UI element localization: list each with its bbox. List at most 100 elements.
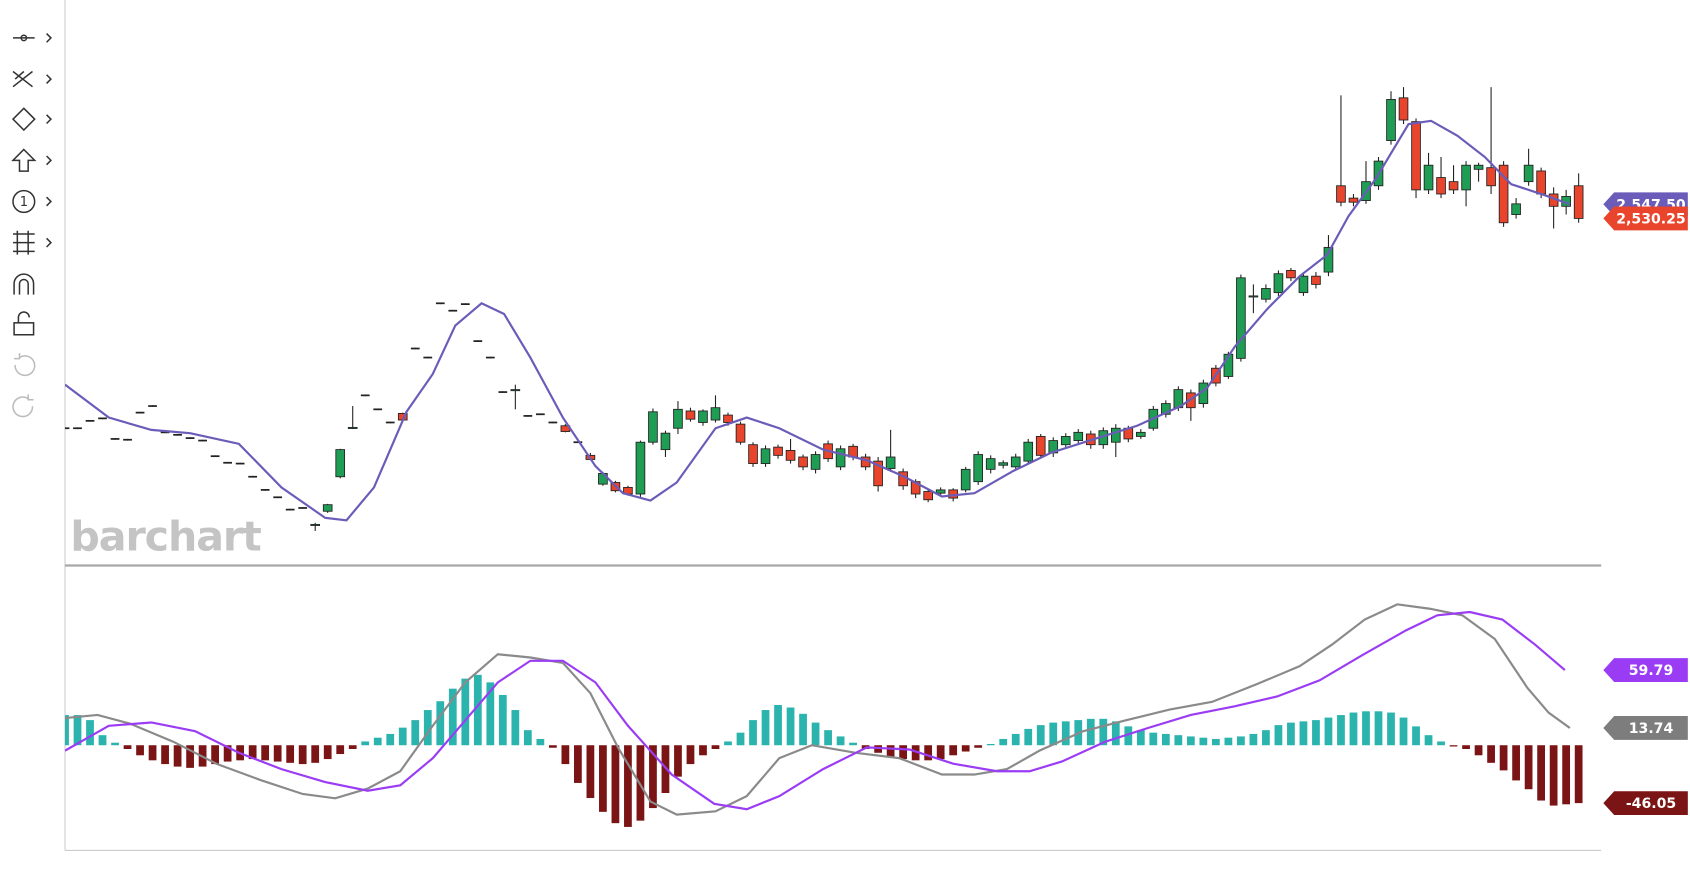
histogram-bar <box>1049 722 1058 746</box>
histogram-bar <box>173 745 182 767</box>
candle-body <box>1236 277 1246 359</box>
histogram-bar <box>1374 711 1383 746</box>
histogram-bar <box>98 735 107 746</box>
candle-body <box>960 468 971 491</box>
histogram-bar <box>411 720 420 746</box>
histogram-bar <box>824 730 832 746</box>
histogram-bar <box>1337 715 1345 746</box>
candle-body <box>735 423 746 443</box>
histogram-bar <box>1199 737 1208 746</box>
undo-button[interactable] <box>14 353 36 377</box>
candle-body <box>723 414 733 423</box>
histogram-bar <box>999 738 1008 746</box>
candle-body <box>1311 275 1321 285</box>
histogram-bar <box>1324 717 1333 746</box>
histogram-bar <box>548 745 557 748</box>
candle-body <box>998 462 1009 466</box>
candle-body <box>1536 170 1546 195</box>
histogram-bar <box>473 674 482 746</box>
histogram-bar <box>1086 718 1095 746</box>
histogram-bar <box>248 745 257 760</box>
candle-body <box>1298 275 1309 294</box>
histogram-bar <box>1499 745 1508 771</box>
histogram-bar <box>511 710 520 746</box>
candle-body <box>310 523 321 526</box>
value-badge-label: 2,530.25 <box>1616 212 1685 228</box>
histogram-bar <box>686 745 695 765</box>
candle-body <box>1323 246 1334 273</box>
arrow-tool[interactable] <box>11 148 52 172</box>
histogram-bar <box>486 682 495 746</box>
histogram-bar <box>186 745 194 768</box>
candle-body <box>635 441 646 495</box>
marks <box>65 87 1584 827</box>
histogram-bar <box>1061 721 1070 746</box>
histogram-bar <box>1249 733 1258 746</box>
histogram-bar <box>498 694 507 746</box>
candle-body <box>660 432 671 451</box>
draw-tool[interactable] <box>12 70 52 88</box>
candle-body <box>923 491 933 501</box>
histogram-bar <box>611 745 620 824</box>
histogram-bar <box>523 730 532 746</box>
histogram-bar <box>1524 745 1533 790</box>
histogram-bar <box>1111 721 1120 746</box>
candle-body <box>685 410 696 420</box>
histogram-bar <box>924 745 933 761</box>
histogram-bar <box>286 745 295 763</box>
histogram-bar <box>1562 745 1571 805</box>
candle-body <box>710 407 721 421</box>
histogram-bar <box>65 715 69 746</box>
candle-body <box>1073 431 1084 442</box>
candle-body <box>1261 288 1271 300</box>
magnet-tool[interactable] <box>13 273 35 295</box>
candle-body <box>798 456 808 468</box>
histogram-bar <box>323 745 332 760</box>
histogram-bar <box>1549 745 1558 806</box>
histogram-bar <box>1574 745 1583 804</box>
candle-body <box>1336 185 1346 203</box>
histogram-bar <box>1412 726 1420 746</box>
candle-body <box>1461 164 1471 191</box>
candle-body <box>510 389 521 392</box>
candle-body <box>648 411 658 443</box>
candle-body <box>1286 269 1296 279</box>
fib-tool[interactable] <box>13 230 52 255</box>
counter-tool[interactable]: 1 <box>12 189 52 214</box>
candle-body <box>1348 197 1359 203</box>
candle-body <box>1573 185 1584 219</box>
histogram-bar <box>599 745 607 812</box>
candle-body <box>1486 167 1496 187</box>
redo-button[interactable] <box>12 394 34 418</box>
histogram-bar <box>586 745 595 799</box>
candle-body <box>335 449 346 478</box>
candle-body <box>1398 97 1409 121</box>
histogram-bar <box>936 745 945 760</box>
candle-body <box>1411 121 1421 191</box>
histogram-bar <box>136 745 144 756</box>
lock-tool[interactable] <box>13 311 35 336</box>
histogram-bar <box>373 737 382 746</box>
shape-tool[interactable] <box>11 107 52 132</box>
histogram-bar <box>336 745 345 755</box>
counter-label: 1 <box>20 195 28 210</box>
candle-body <box>748 444 758 465</box>
histogram-bar <box>961 745 970 752</box>
histogram-bar <box>674 745 682 777</box>
histogram-bar <box>899 745 908 760</box>
histogram-bar <box>398 727 407 746</box>
candle-body <box>973 454 984 483</box>
histogram-bar <box>1474 745 1483 756</box>
histogram-bar <box>974 745 983 748</box>
histogram-bar <box>1462 745 1470 750</box>
crosshair-tool[interactable] <box>13 33 52 43</box>
candle-body <box>1273 273 1284 294</box>
histogram-bar <box>949 745 958 756</box>
value-badge-label: 13.74 <box>1629 721 1674 737</box>
histogram-bar <box>1161 733 1170 746</box>
histogram-bar <box>1036 725 1045 746</box>
toolbar: 1 <box>11 33 52 418</box>
